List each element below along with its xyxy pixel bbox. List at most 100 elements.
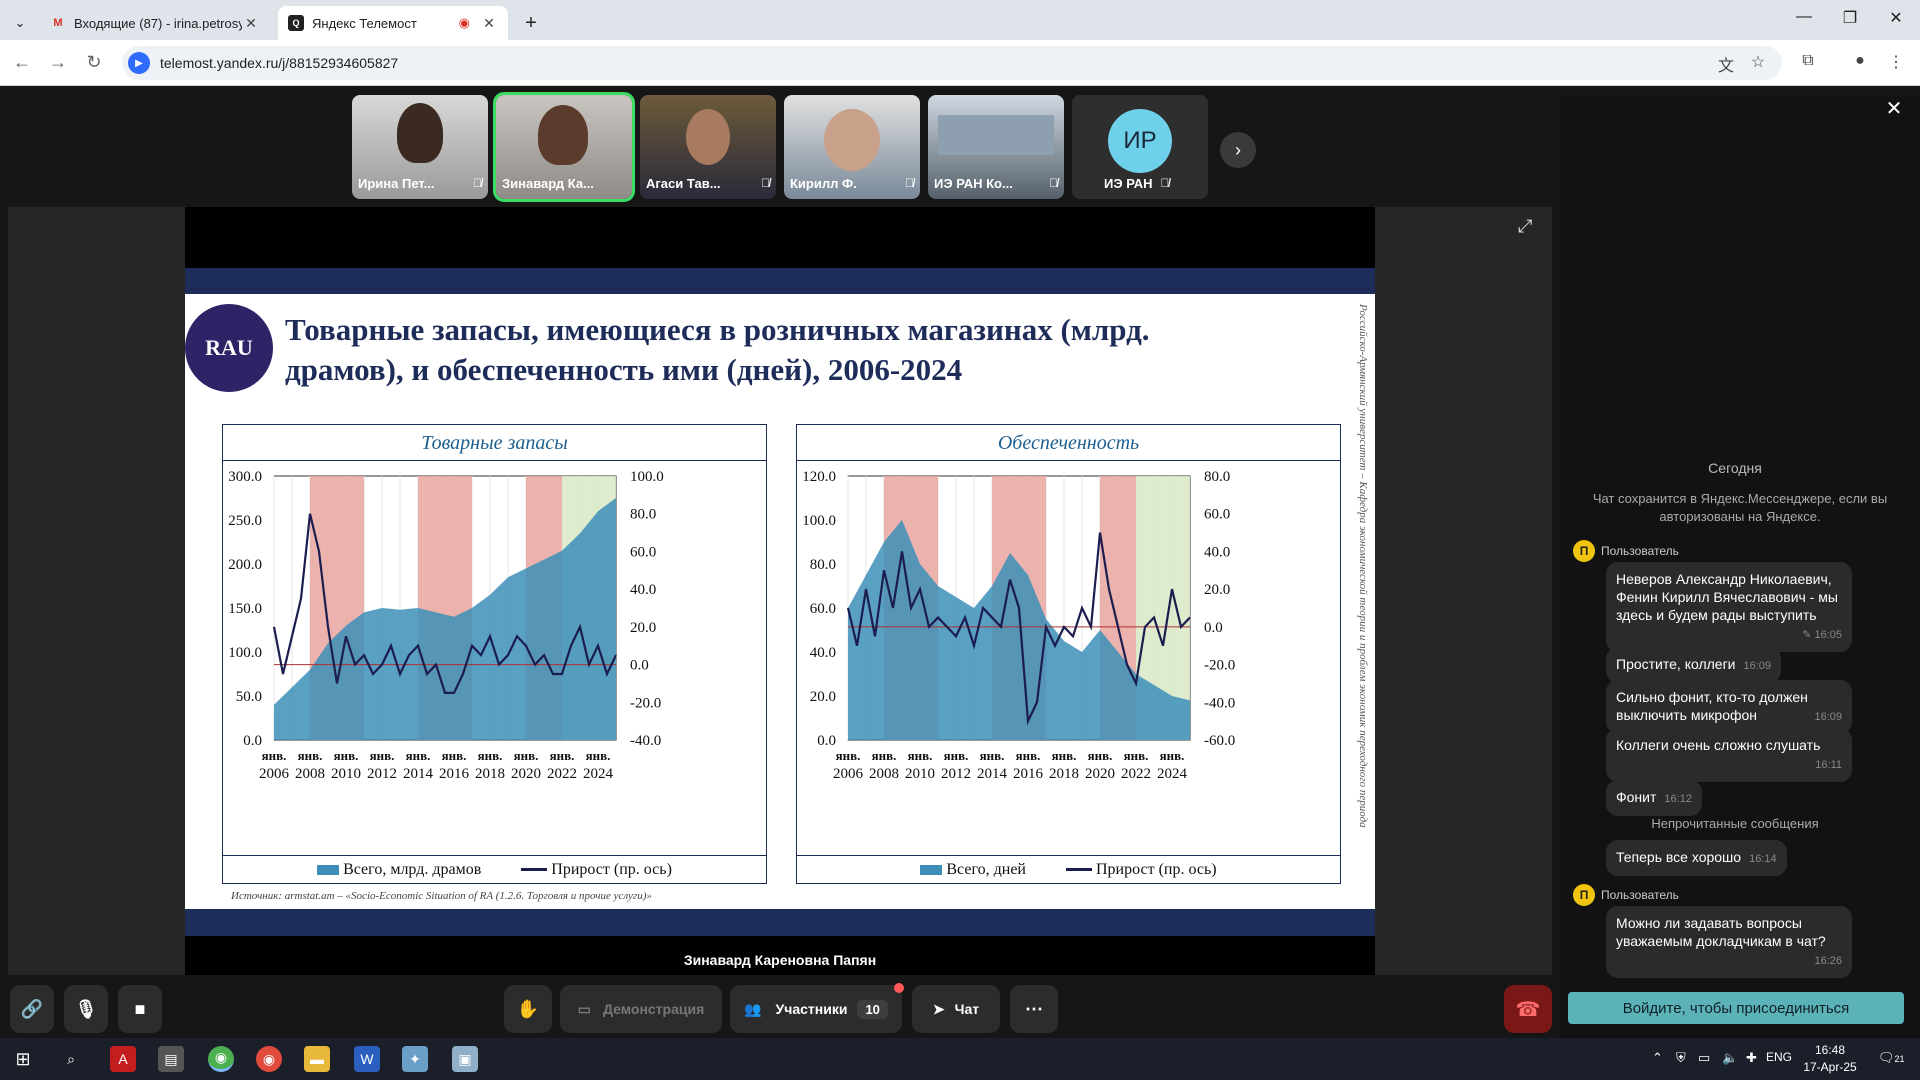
participants-button[interactable]: 👥 Участники 10 <box>730 985 902 1033</box>
reload-icon[interactable]: ↻ <box>86 52 102 72</box>
y-left-tick-label: 20.0 <box>810 689 836 705</box>
y-right-tick-label: 40.0 <box>1204 544 1230 560</box>
join-chat-button[interactable]: Войдите, чтобы присоединиться <box>1568 992 1904 1024</box>
tray-chevron-icon[interactable]: ⌃ <box>1652 1050 1663 1065</box>
hang-up-button[interactable]: ☎ <box>1504 985 1552 1033</box>
close-tab-icon[interactable]: ✕ <box>245 14 257 31</box>
recording-icon: ◉ <box>458 15 470 30</box>
hand-icon: ✋ <box>516 998 540 1019</box>
x-tick-year: 2010 <box>331 766 361 782</box>
x-tick-label: янв. <box>586 748 611 763</box>
participant-tile[interactable]: Ирина Пет... 🎙̸ <box>352 95 488 199</box>
y-left-tick-label: 120.0 <box>802 469 836 485</box>
growth-line <box>846 532 1191 726</box>
y-right-tick-label: 60.0 <box>630 544 656 560</box>
x-tick-year: 2022 <box>547 766 577 782</box>
screen-share-button[interactable]: ▭ Демонстрация <box>560 985 722 1033</box>
tab-gmail[interactable]: M Входящие (87) - irina.petrosyar ✕ <box>40 6 270 40</box>
more-dots-icon: ⋯ <box>1025 998 1043 1019</box>
next-participants-button[interactable]: › <box>1220 132 1256 168</box>
x-tick-label: янв. <box>872 748 897 763</box>
legend-line-swatch <box>1065 868 1092 871</box>
system-clock[interactable]: 16:48 17-Apr-25 <box>1802 1042 1858 1076</box>
file-manager-icon[interactable]: ▤ <box>158 1046 184 1072</box>
chat-message[interactable]: Сильно фонит, кто-то должен выключить ми… <box>1606 680 1852 734</box>
y-left-tick-label: 100.0 <box>228 645 262 661</box>
extensions-icon[interactable]: ⧉ <box>1802 52 1814 69</box>
participant-tile[interactable]: Зинавард Ка... <box>493 92 635 202</box>
menu-kebab-icon[interactable]: ⋮ <box>1888 54 1904 71</box>
forward-icon[interactable]: → <box>49 52 67 72</box>
chat-button[interactable]: ➤ Чат <box>912 985 1000 1033</box>
message-time: 16:14 <box>1749 853 1777 865</box>
windows-start-icon[interactable]: ⊞ <box>15 1048 31 1069</box>
close-chat-icon[interactable]: ✕ <box>1885 98 1903 120</box>
translate-icon[interactable]: 文 <box>1717 58 1734 75</box>
telemost-icon: Q <box>288 15 304 31</box>
address-bar[interactable]: ▶ telemost.yandex.ru/j/88152934605827 <box>122 46 1782 80</box>
participant-video <box>397 103 443 163</box>
message-text: Теперь все хорошо <box>1616 849 1742 865</box>
microphone-button[interactable]: 🎙 <box>64 985 108 1033</box>
y-left-tick-label: 0.0 <box>243 733 262 749</box>
x-tick-year: 2024 <box>1157 766 1188 782</box>
message-time: 16:09 <box>1743 660 1772 672</box>
bookmark-star-icon[interactable]: ☆ <box>1750 54 1766 71</box>
y-right-tick-label: -20.0 <box>1204 658 1235 674</box>
participant-tile[interactable]: Кирилл Ф. 🎙̸ <box>784 95 920 199</box>
participant-tile[interactable]: ИР ИЭ РАН 🎙̸ <box>1072 95 1208 199</box>
chat-message[interactable]: Фонит 16:12 <box>1606 780 1702 816</box>
message-author: П Пользователь <box>1573 540 1679 562</box>
volume-icon[interactable]: 🔈 <box>1722 1050 1739 1065</box>
x-tick-year: 2018 <box>475 766 505 782</box>
notification-center-icon[interactable]: 🗨21 <box>1878 1050 1905 1065</box>
profile-avatar[interactable]: ● <box>1855 52 1865 69</box>
tab-title: Яндекс Телемост <box>312 15 417 31</box>
y-left-tick-label: 0.0 <box>817 733 836 749</box>
folder-icon[interactable]: ▬ <box>304 1046 330 1072</box>
x-tick-year: 2012 <box>941 766 971 782</box>
x-tick-label: янв. <box>262 748 287 763</box>
language-indicator[interactable]: ENG <box>1766 1050 1793 1064</box>
app-window-icon[interactable]: ▣ <box>452 1046 478 1072</box>
slide-source: Источник: armstat.am – «Socio-Economic S… <box>231 890 652 902</box>
tab-list-dropdown[interactable]: ⌄ <box>14 15 26 30</box>
copy-link-button[interactable]: 🔗 <box>10 985 54 1033</box>
search-icon[interactable]: ⌕ <box>67 1050 75 1067</box>
mic-off-icon: 🎙 <box>74 998 98 1019</box>
fullscreen-icon[interactable]: ⤢ <box>1518 216 1533 236</box>
acrobat-icon[interactable]: A <box>110 1046 136 1072</box>
chat-message[interactable]: Теперь все хорошо 16:14 <box>1606 840 1787 876</box>
author-name: Пользователь <box>1601 544 1679 558</box>
close-window-icon[interactable]: ✕ <box>1889 10 1903 27</box>
network-icon[interactable]: ▭ <box>1698 1050 1711 1065</box>
chat-message[interactable]: Можно ли задавать вопросы уважаемым докл… <box>1606 906 1852 978</box>
author-name: Пользователь <box>1601 888 1679 902</box>
legend-line-swatch <box>521 868 548 871</box>
tray-app-icon[interactable]: ✚ <box>1746 1050 1757 1065</box>
tab-telemost[interactable]: Q Яндекс Телемост ◉ ✕ <box>278 6 508 40</box>
chrome-active-icon[interactable]: ◉ <box>208 1046 234 1072</box>
tray-shield-icon[interactable]: ⛨ <box>1676 1050 1686 1065</box>
raise-hand-button[interactable]: ✋ <box>504 985 552 1033</box>
new-tab-button[interactable]: + <box>525 11 537 34</box>
more-button[interactable]: ⋯ <box>1010 985 1058 1033</box>
x-tick-year: 2014 <box>403 766 434 782</box>
y-right-tick-label: -40.0 <box>1204 695 1235 711</box>
chat-message[interactable]: Коллеги очень сложно слушать 16:11 <box>1606 728 1852 782</box>
chrome-icon[interactable]: ◉ <box>256 1046 282 1072</box>
legend-area-swatch <box>317 864 340 875</box>
y-left-tick-label: 60.0 <box>810 601 836 617</box>
close-tab-icon[interactable]: ✕ <box>483 14 495 31</box>
participant-tile[interactable]: ИЭ РАН Ко... 🎙̸ <box>928 95 1064 199</box>
restore-icon[interactable]: ❐ <box>1842 10 1858 27</box>
participant-tile[interactable]: Агаси Тав... 🎙̸ <box>640 95 776 199</box>
browser-tabbar: ⌄ M Входящие (87) - irina.petrosyar ✕ Q … <box>0 0 1920 40</box>
minimize-icon[interactable]: — <box>1796 8 1812 25</box>
camera-button[interactable]: ■ <box>118 985 162 1033</box>
app-icon[interactable]: ✦ <box>402 1046 428 1072</box>
chat-message[interactable]: Неверов Александр Николаевич, Фенин Кири… <box>1606 562 1852 652</box>
chat-message[interactable]: Простите, коллеги 16:09 <box>1606 647 1782 683</box>
word-icon[interactable]: W <box>354 1046 380 1072</box>
back-icon[interactable]: ← <box>13 52 31 72</box>
